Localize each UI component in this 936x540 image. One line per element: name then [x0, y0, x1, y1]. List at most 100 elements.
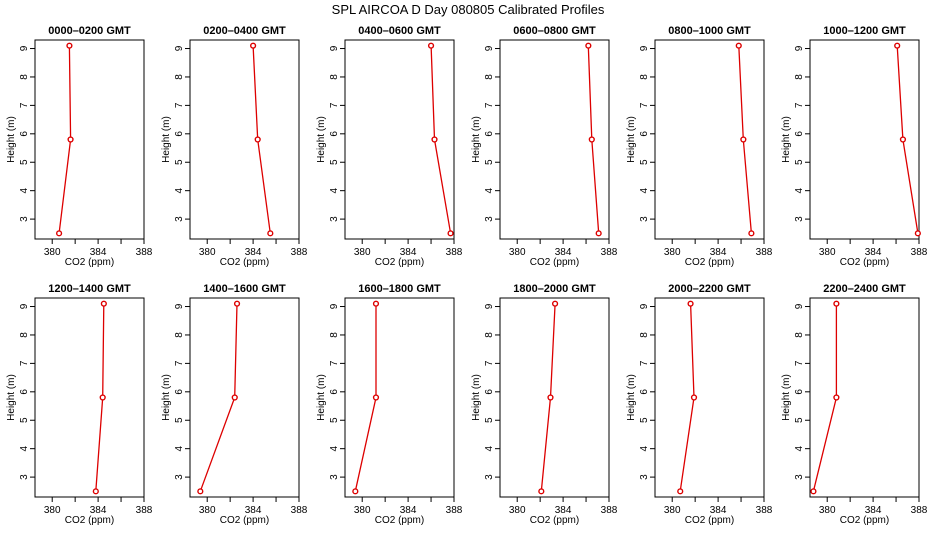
x-tick-label: 388 — [446, 247, 463, 258]
y-tick-label: 4 — [19, 445, 30, 451]
y-tick-label: 3 — [19, 216, 30, 222]
profile-point — [810, 488, 817, 495]
profile-panel: 2000–2200 GMT 380 384 388 3 4 5 6 7 8 9 CO2 (ppm) He… — [626, 283, 773, 526]
y-tick-label: 5 — [794, 417, 805, 423]
x-tick-label: 380 — [664, 247, 681, 258]
y-tick-label: 3 — [329, 216, 340, 222]
profile-point — [197, 488, 204, 495]
y-axis-label: Height (m) — [161, 374, 172, 421]
y-axis-label: Height (m) — [781, 116, 792, 163]
y-tick-label: 9 — [639, 303, 650, 309]
y-tick-label: 3 — [174, 474, 185, 480]
y-tick-label: 4 — [329, 187, 340, 193]
panel-title: 1000–1200 GMT — [823, 25, 906, 37]
y-axis-label: Height (m) — [6, 116, 17, 163]
y-tick-label: 4 — [484, 187, 495, 193]
y-tick-label: 3 — [19, 474, 30, 480]
y-axis-label: Height (m) — [781, 374, 792, 421]
y-tick-label: 9 — [329, 45, 340, 51]
y-axis-label: Height (m) — [6, 374, 17, 421]
y-tick-label: 4 — [174, 445, 185, 451]
y-tick-label: 4 — [329, 445, 340, 451]
y-tick-label: 8 — [484, 74, 495, 80]
y-tick-label: 8 — [174, 74, 185, 80]
y-tick-label: 3 — [794, 474, 805, 480]
x-tick-label: 384 — [710, 247, 727, 258]
x-axis-label: CO2 (ppm) — [65, 515, 114, 526]
profile-panel: 2200–2400 GMT 380 384 388 3 4 5 6 7 8 9 CO2 (ppm) He… — [781, 283, 928, 526]
y-tick-label: 8 — [329, 74, 340, 80]
x-axis-label: CO2 (ppm) — [375, 257, 424, 268]
plot-frame — [34, 297, 145, 498]
profile-line — [199, 303, 238, 492]
panel-title: 0600–0800 GMT — [513, 25, 596, 37]
panel-title: 2000–2200 GMT — [668, 283, 751, 295]
profile-point — [538, 488, 545, 495]
y-tick-label: 9 — [19, 45, 30, 51]
profile-point — [595, 230, 602, 237]
x-tick-label: 380 — [819, 247, 836, 258]
y-axis-label: Height (m) — [161, 116, 172, 163]
x-axis-label: CO2 (ppm) — [840, 257, 889, 268]
panel-title: 1400–1600 GMT — [203, 283, 286, 295]
x-tick-label: 384 — [245, 505, 262, 516]
plot-frame — [654, 39, 765, 240]
figure-title: SPL AIRCOA D Day 080805 Calibrated Profi… — [332, 2, 605, 17]
profile-point — [547, 394, 554, 401]
y-axis-label: Height (m) — [471, 374, 482, 421]
panel-title: 0200–0400 GMT — [203, 25, 286, 37]
y-tick-label: 6 — [329, 389, 340, 395]
y-tick-label: 7 — [174, 360, 185, 366]
panel-title: 1800–2000 GMT — [513, 283, 596, 295]
plot-frame — [34, 39, 145, 240]
profile-point — [833, 394, 840, 401]
y-tick-label: 4 — [19, 187, 30, 193]
y-tick-label: 9 — [484, 45, 495, 51]
y-tick-label: 6 — [19, 131, 30, 137]
x-axis-label: CO2 (ppm) — [530, 515, 579, 526]
y-tick-label: 8 — [19, 74, 30, 80]
y-tick-label: 5 — [329, 417, 340, 423]
y-tick-label: 4 — [484, 445, 495, 451]
y-tick-label: 6 — [484, 131, 495, 137]
y-tick-label: 5 — [174, 159, 185, 165]
y-tick-label: 9 — [794, 45, 805, 51]
x-tick-label: 380 — [44, 247, 61, 258]
x-tick-label: 388 — [291, 247, 308, 258]
profile-point — [833, 300, 840, 307]
profile-panel: 1400–1600 GMT 380 384 388 3 4 5 6 7 8 9 CO2 (ppm) He… — [161, 283, 308, 526]
x-tick-label: 384 — [400, 247, 417, 258]
y-tick-label: 7 — [19, 102, 30, 108]
x-tick-label: 380 — [44, 505, 61, 516]
profile-point — [66, 42, 73, 49]
panel-title: 2200–2400 GMT — [823, 283, 906, 295]
profile-point — [55, 230, 63, 237]
profile-panel: 1800–2000 GMT 380 384 388 3 4 5 6 7 8 9 CO2 (ppm) He… — [471, 283, 618, 526]
y-axis-label: Height (m) — [316, 374, 327, 421]
x-axis-label: CO2 (ppm) — [685, 257, 734, 268]
x-tick-label: 380 — [199, 505, 216, 516]
y-tick-label: 6 — [484, 389, 495, 395]
y-tick-label: 9 — [639, 45, 650, 51]
profile-point — [894, 42, 901, 49]
y-tick-label: 5 — [639, 159, 650, 165]
y-tick-label: 7 — [329, 102, 340, 108]
x-tick-label: 380 — [509, 505, 526, 516]
x-tick-label: 384 — [555, 247, 572, 258]
plot-frame — [809, 39, 920, 240]
y-tick-label: 4 — [639, 187, 650, 193]
y-tick-label: 5 — [794, 159, 805, 165]
profile-point — [447, 230, 454, 237]
profile-point — [233, 300, 241, 307]
y-tick-label: 9 — [174, 45, 185, 51]
y-tick-label: 7 — [174, 102, 185, 108]
y-tick-label: 5 — [639, 417, 650, 423]
y-tick-label: 8 — [639, 332, 650, 338]
x-tick-label: 388 — [756, 505, 773, 516]
y-tick-label: 8 — [329, 332, 340, 338]
profile-point — [427, 42, 435, 49]
x-tick-label: 384 — [865, 505, 882, 516]
profile-point — [551, 300, 559, 307]
profile-point — [267, 230, 274, 237]
